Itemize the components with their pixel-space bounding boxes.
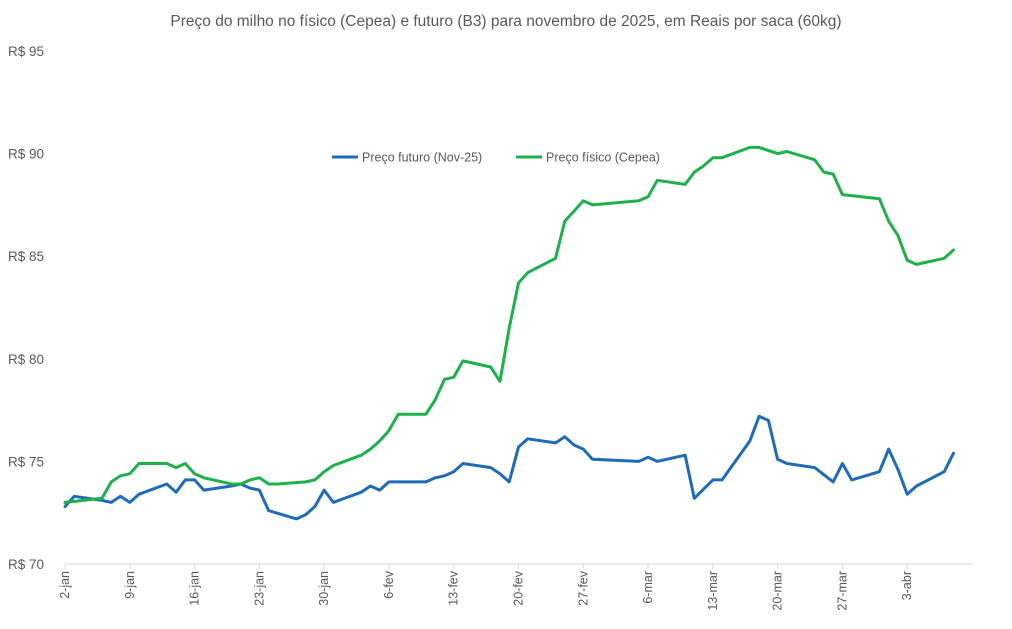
x-tick-label: 27-fev [576, 570, 590, 605]
series-line-fisico [63, 145, 955, 504]
y-tick-label: R$ 80 [8, 352, 44, 367]
x-tick-label: 13-mar [706, 571, 720, 611]
y-tick-label: R$ 75 [8, 454, 44, 469]
y-tick-label: R$ 95 [8, 44, 44, 59]
legend: Preço futuro (Nov-25) Preço físico (Cepe… [332, 151, 660, 165]
x-tick-label: 20-fev [512, 570, 526, 605]
x-tick-label: 30-jan [317, 571, 331, 606]
y-tick-label: R$ 70 [8, 557, 44, 572]
series-lines [63, 145, 955, 521]
x-axis-ticks: 2-jan 9-jan 16-jan 23-jan 30-jan 6-fev 13-fev 2… [58, 564, 914, 611]
legend-label-futuro: Preço futuro (Nov-25) [362, 151, 482, 165]
chart-title: Preço do milho no físico (Cepea) e futur… [170, 13, 841, 30]
x-tick-label: 16-jan [188, 571, 202, 606]
x-tick-label: 6-fev [382, 570, 396, 599]
x-tick-label: 27-mar [835, 571, 849, 611]
y-axis-labels: R$ 70 R$ 75 R$ 80 R$ 85 R$ 90 R$ 95 [8, 44, 44, 572]
x-tick-label: 13-fev [447, 570, 461, 605]
x-tick-label: 2-jan [58, 571, 72, 599]
series-line-futuro [63, 414, 955, 521]
y-tick-label: R$ 90 [8, 147, 44, 162]
y-tick-label: R$ 85 [8, 249, 44, 264]
legend-label-fisico: Preço físico (Cepea) [546, 151, 660, 165]
x-tick-label: 3-abr [900, 571, 914, 600]
x-tick-label: 6-mar [641, 571, 655, 604]
x-tick-label: 20-mar [771, 571, 785, 611]
x-tick-label: 23-jan [252, 571, 266, 606]
x-tick-label: 9-jan [123, 571, 137, 599]
